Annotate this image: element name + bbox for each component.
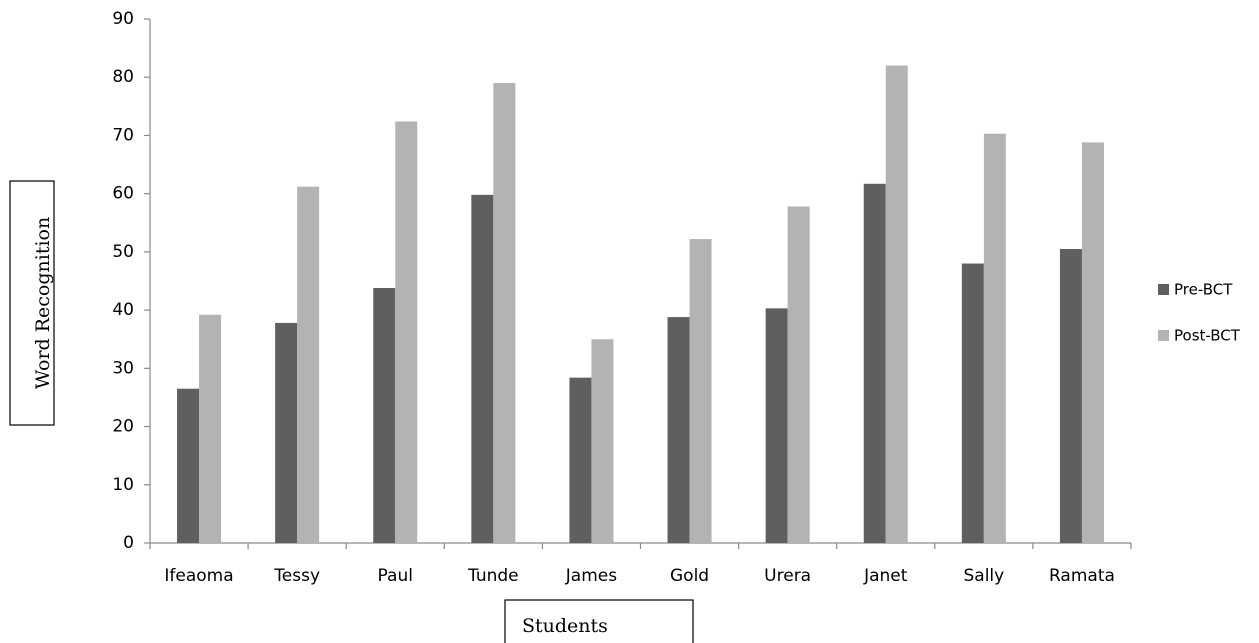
y-tick-label: 20 — [112, 417, 134, 437]
bar-post-bct-urera — [787, 206, 810, 543]
x-tick-label: Tessy — [273, 566, 320, 586]
bar-pre-bct-james — [569, 377, 592, 543]
bar-post-bct-janet — [885, 65, 908, 544]
bar-pre-bct-ifeaoma — [177, 388, 200, 543]
legend-swatch-post-bct — [1158, 330, 1169, 341]
bar-post-bct-james — [591, 339, 614, 543]
bar-pre-bct-paul — [373, 287, 396, 543]
bar-pre-bct-tunde — [471, 194, 494, 543]
legend-label: Pre-BCT — [1174, 281, 1233, 299]
x-axis-title-box: Students — [504, 599, 694, 643]
y-axis-title-box: Word Recognition — [9, 180, 55, 426]
bar-post-bct-ramata — [1081, 142, 1104, 544]
y-tick-label: 90 — [112, 9, 134, 29]
bar-post-bct-tunde — [493, 83, 516, 544]
y-axis: 0 10 20 30 40 50 60 70 80 90 — [112, 9, 151, 553]
y-tick-label: 50 — [112, 242, 134, 262]
x-tick-label: Janet — [863, 566, 908, 586]
bar-post-bct-paul — [395, 121, 418, 544]
bar-post-bct-gold — [689, 239, 712, 543]
x-tick-label: Urera — [764, 566, 811, 586]
bar-pre-bct-ramata — [1059, 248, 1082, 543]
x-axis-title: Students — [522, 615, 608, 637]
bar-pre-bct-gold — [667, 317, 690, 543]
legend: Pre-BCT Post-BCT — [1158, 281, 1241, 345]
y-tick-label: 60 — [112, 184, 134, 204]
bar-post-bct-sally — [983, 133, 1006, 543]
x-axis: Ifeaoma Tessy Paul Tunde James Gold Urera Janet… — [149, 542, 1132, 586]
bar-post-bct-ifeaoma — [199, 314, 222, 543]
legend-swatch-pre-bct — [1158, 284, 1169, 295]
y-tick-label: 70 — [112, 125, 134, 145]
x-tick-label: Sally — [963, 566, 1004, 586]
bar-pre-bct-urera — [765, 308, 788, 543]
y-axis-title: Word Recognition — [32, 217, 54, 389]
x-tick-label: Paul — [378, 566, 413, 586]
y-tick-label: 10 — [112, 475, 134, 495]
y-tick-label: 40 — [112, 300, 134, 320]
x-tick-label: Gold — [670, 566, 709, 586]
legend-label: Post-BCT — [1174, 327, 1241, 345]
bar-pre-bct-sally — [961, 263, 984, 543]
x-tick-label: James — [565, 566, 617, 586]
y-tick-label: 30 — [112, 358, 134, 378]
x-tick-label: Tunde — [467, 566, 519, 586]
y-tick-label: 80 — [112, 67, 134, 87]
bar-post-bct-tessy — [297, 186, 320, 543]
x-tick-label: Ifeaoma — [164, 566, 233, 586]
y-tick-label: 0 — [123, 533, 134, 553]
bar-pre-bct-tessy — [275, 322, 298, 543]
bar-pre-bct-janet — [863, 183, 886, 543]
x-tick-label: Ramata — [1049, 566, 1115, 586]
bars — [177, 65, 1104, 544]
